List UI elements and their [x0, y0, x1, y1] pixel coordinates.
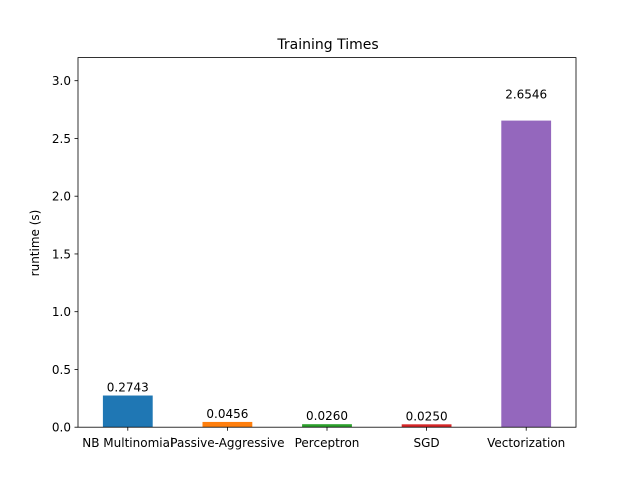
bar-value-label: 0.0250	[406, 409, 448, 423]
y-axis-label: runtime (s)	[28, 210, 42, 277]
bar-1	[202, 421, 253, 428]
plot-area: 0.2743 0.0456 0.0260 0.0250 2.6546 0.0 0.5 1.0 1…	[52, 57, 577, 450]
y-tick-label: 0.0	[52, 421, 71, 435]
x-tick-label: NB Multinomial	[82, 436, 173, 450]
y-tick-label: 2.5	[52, 132, 71, 146]
bar-2	[302, 424, 352, 428]
y-tick-label: 2.0	[52, 190, 71, 204]
bar-3	[401, 424, 452, 428]
x-tick-label: Passive-Aggressive	[170, 436, 284, 450]
x-tick-label: Perceptron	[295, 436, 360, 450]
y-tick-label: 0.5	[52, 363, 71, 377]
bar-value-label: 0.0456	[206, 407, 248, 421]
bar-value-label: 2.6546	[505, 88, 547, 102]
bar-0	[102, 395, 153, 428]
y-tick-label: 3.0	[52, 74, 71, 88]
x-tick-label: SGD	[414, 436, 440, 450]
y-tick-label: 1.5	[52, 247, 71, 261]
x-tick-label: Vectorization	[487, 436, 565, 450]
y-tick-label: 1.0	[52, 305, 71, 319]
chart-title: Training Times	[276, 37, 378, 53]
bar-4	[501, 120, 552, 428]
bar-value-label: 0.2743	[107, 381, 149, 395]
bar-value-label: 0.0260	[306, 409, 348, 423]
